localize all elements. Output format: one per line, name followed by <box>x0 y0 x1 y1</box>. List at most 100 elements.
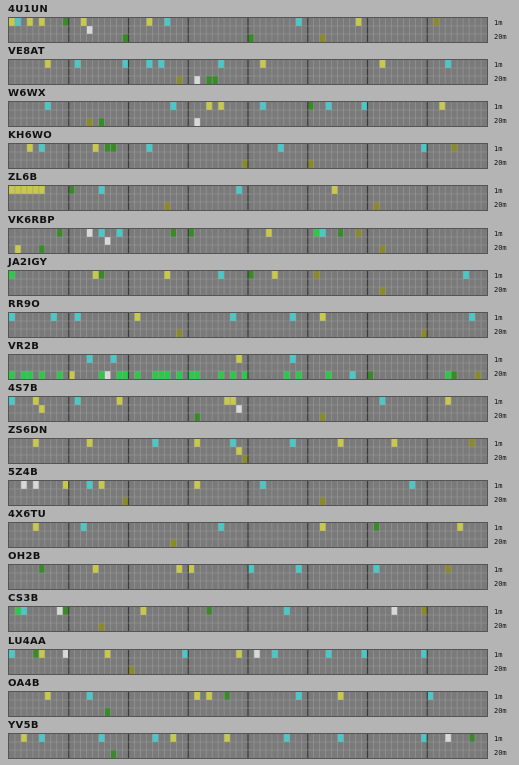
spot-cell <box>457 523 464 532</box>
spot-cell <box>194 370 201 379</box>
spot-cell <box>74 312 81 321</box>
spot-cell <box>218 270 225 279</box>
spot-cell <box>26 186 33 195</box>
propagation-grid <box>8 522 488 549</box>
spot-cell <box>38 370 45 379</box>
band-label-top: 1m <box>494 355 503 364</box>
station-row: RR9O 1m 20m <box>0 299 519 341</box>
spot-cell <box>104 144 111 153</box>
propagation-grid <box>8 185 488 212</box>
spot-cell <box>331 186 338 195</box>
band-label-top: 1m <box>494 145 503 154</box>
spot-cell <box>463 270 470 279</box>
station-callsign: RR9O <box>8 298 41 310</box>
station-row: OA4B 1m 20m <box>0 678 519 720</box>
station-row: CS3B 1m 20m <box>0 593 519 635</box>
spot-cell <box>194 76 201 85</box>
station-row: ZS6DN 1m 20m <box>0 425 519 467</box>
spot-cell <box>98 481 105 490</box>
spot-cell <box>445 396 452 405</box>
propagation-grid <box>8 564 488 591</box>
spot-cell <box>140 607 147 616</box>
grid-svg <box>9 102 487 127</box>
spot-cell <box>56 228 63 237</box>
station-row: VK6RBP 1m 20m <box>0 215 519 257</box>
grid-svg <box>9 186 487 211</box>
band-label-bottom: 20m <box>494 706 507 715</box>
grid-svg <box>9 733 487 758</box>
spot-cell <box>20 186 27 195</box>
spot-cell <box>122 34 129 42</box>
spot-cell <box>104 649 111 658</box>
band-label-top: 1m <box>494 650 503 659</box>
spot-cell <box>62 481 69 490</box>
propagation-grid <box>8 606 488 633</box>
station-callsign: JA2IGY <box>8 256 48 268</box>
band-label-top: 1m <box>494 229 503 238</box>
spot-cell <box>361 649 368 658</box>
spot-cell <box>265 228 272 237</box>
spot-cell <box>9 186 15 195</box>
station-callsign: 5Z4B <box>8 467 38 479</box>
spot-cell <box>74 60 81 69</box>
band-label-bottom: 20m <box>494 369 507 378</box>
spot-cell <box>373 202 380 211</box>
spot-cell <box>14 18 21 26</box>
spot-cell <box>295 691 302 700</box>
spot-cell <box>433 18 440 26</box>
spot-cell <box>188 370 195 379</box>
spot-cell <box>248 565 254 574</box>
spot-cell <box>50 312 57 321</box>
spot-cell <box>319 523 326 532</box>
spot-cell <box>62 18 69 26</box>
spot-cell <box>32 481 39 490</box>
spot-cell <box>9 649 15 658</box>
band-label-bottom: 20m <box>494 327 507 336</box>
spot-cell <box>188 565 195 574</box>
station-row: JA2IGY 1m 20m <box>0 257 519 299</box>
station-callsign: 4S7B <box>8 382 38 394</box>
spot-cell <box>421 607 428 616</box>
spot-cell <box>128 665 135 674</box>
spot-cell <box>56 607 63 616</box>
spot-cell <box>14 607 21 616</box>
spot-cell <box>182 649 189 658</box>
propagation-grid <box>8 732 488 759</box>
spot-cell <box>26 144 33 153</box>
spot-cell <box>218 60 225 69</box>
spot-cell <box>307 102 314 111</box>
spot-cell <box>242 370 248 379</box>
station-callsign: YV5B <box>8 719 39 731</box>
spot-cell <box>230 370 237 379</box>
station-callsign: 4U1UN <box>8 4 49 15</box>
spot-cell <box>38 404 45 413</box>
spot-cell <box>439 102 446 111</box>
spot-cell <box>32 396 39 405</box>
spot-cell <box>98 623 105 632</box>
spot-cell <box>80 523 87 532</box>
grid-svg <box>9 439 487 463</box>
spot-cell <box>86 439 93 447</box>
grid-svg <box>9 354 487 379</box>
station-row: VE8AT 1m 20m <box>0 46 519 88</box>
spot-cell <box>469 439 476 447</box>
band-label-bottom: 20m <box>494 622 507 631</box>
grid-svg <box>9 607 487 632</box>
spot-cell <box>98 270 105 279</box>
station-row: KH6WO 1m 20m <box>0 130 519 172</box>
spot-cell <box>104 370 111 379</box>
spot-cell <box>56 370 63 379</box>
spot-cell <box>349 370 356 379</box>
spot-cell <box>445 733 452 742</box>
spot-cell <box>236 186 243 195</box>
spot-cell <box>164 18 171 26</box>
grid-svg <box>9 60 487 85</box>
spot-cell <box>116 396 123 405</box>
spot-cell <box>122 497 129 506</box>
spot-cell <box>86 691 93 700</box>
spot-cell <box>9 396 15 405</box>
band-label-bottom: 20m <box>494 454 507 462</box>
band-label-bottom: 20m <box>494 496 507 505</box>
propagation-grid <box>8 438 488 464</box>
station-row: ZL6B 1m 20m <box>0 172 519 214</box>
